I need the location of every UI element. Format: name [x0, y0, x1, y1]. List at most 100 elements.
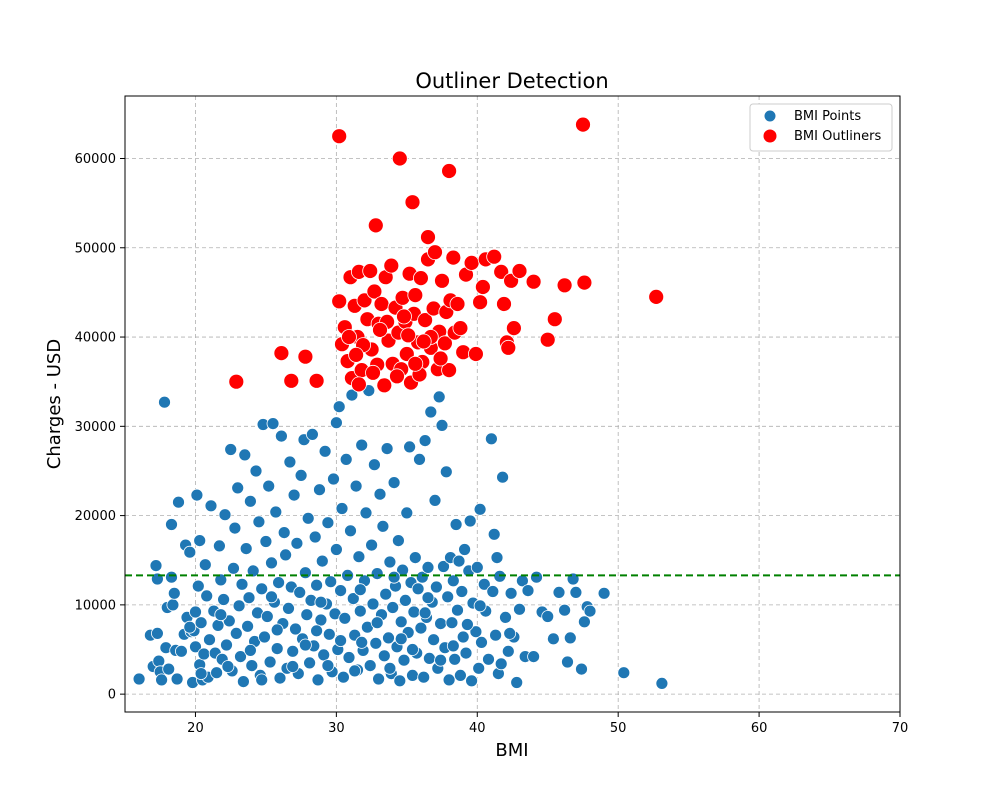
x-axis-ticks: 20 30 40 50 60 70	[187, 712, 908, 736]
bmi-point	[446, 639, 460, 653]
bmi-point	[424, 405, 438, 419]
legend-label-bmi-points: BMI Points	[794, 109, 861, 124]
bmi-point	[194, 667, 208, 680]
bmi-outliner	[331, 293, 348, 310]
bmi-point	[149, 559, 163, 572]
bmi-point	[317, 648, 331, 662]
bmi-point	[191, 579, 205, 593]
bmi-outliner	[500, 339, 517, 356]
bmi-point	[266, 417, 280, 431]
bmi-point	[249, 464, 263, 478]
bmi-point	[541, 610, 555, 623]
bmi-point	[434, 617, 448, 630]
bmi-outliner	[389, 368, 405, 385]
bmi-outliner	[576, 274, 593, 291]
bmi-point	[290, 536, 304, 550]
y-axis-label: Charges - USD	[44, 339, 65, 469]
bmi-outliner	[373, 296, 390, 312]
bmi-point	[324, 575, 338, 589]
bmi-point	[155, 673, 169, 687]
bmi-point	[494, 657, 508, 671]
bmi-point	[298, 566, 312, 580]
x-tick-label: 50	[610, 721, 627, 736]
bmi-outliner	[511, 263, 528, 279]
points-layer	[132, 116, 669, 690]
bmi-outliner	[648, 288, 665, 305]
bmi-point	[527, 650, 540, 663]
bmi-point	[286, 660, 300, 673]
bmi-point	[221, 660, 235, 673]
bmi-point	[321, 659, 335, 672]
bmi-outliner	[348, 346, 365, 363]
bmi-point	[263, 655, 277, 669]
bmi-point	[255, 673, 269, 687]
bmi-point	[472, 661, 486, 675]
bmi-point	[197, 647, 211, 661]
bmi-point	[366, 597, 380, 611]
bmi-point	[348, 664, 362, 678]
bmi-point	[344, 524, 357, 538]
bmi-point	[458, 543, 472, 556]
bmi-point	[232, 599, 246, 613]
bmi-outliner	[407, 355, 424, 372]
bmi-point	[428, 493, 442, 507]
bmi-outliner	[472, 294, 489, 311]
bmi-point	[427, 633, 441, 647]
bmi-point	[301, 511, 315, 525]
bmi-outliner	[436, 335, 453, 352]
bmi-point	[501, 644, 515, 658]
bmi-outliner	[474, 279, 491, 295]
bmi-point	[269, 505, 283, 519]
bmi-point	[391, 534, 405, 547]
bmi-point	[167, 586, 181, 600]
bmi-outliner	[427, 244, 443, 261]
bmi-point	[617, 666, 631, 680]
bmi-point	[229, 627, 243, 640]
bmi-point	[486, 585, 500, 598]
bmi-outliner	[228, 373, 245, 390]
legend-marker-bmi-outliners	[762, 128, 778, 144]
bmi-point	[578, 615, 591, 629]
bmi-outliner	[400, 327, 417, 344]
chart-title: Outliner Detection	[415, 69, 608, 93]
bmi-point	[408, 551, 422, 564]
bmi-point	[293, 586, 307, 599]
bmi-point	[448, 652, 462, 666]
bmi-outliner	[420, 229, 436, 246]
bmi-point	[335, 502, 349, 515]
bmi-point	[445, 616, 459, 630]
bmi-point	[387, 570, 401, 584]
bmi-point	[349, 479, 363, 493]
bmi-point	[314, 595, 328, 609]
bmi-point	[203, 633, 216, 647]
bmi-outliner	[452, 320, 469, 337]
bmi-point	[243, 494, 257, 508]
bmi-point	[597, 586, 611, 600]
plot-area	[125, 96, 900, 712]
bmi-point	[367, 458, 381, 472]
bmi-point	[228, 521, 242, 535]
bmi-point	[245, 659, 259, 672]
bmi-point	[521, 584, 535, 597]
bmi-point	[452, 554, 466, 568]
bmi-point	[239, 542, 253, 555]
bmi-point	[172, 495, 185, 509]
bmi-point	[475, 636, 488, 649]
bmi-point	[383, 555, 397, 569]
bmi-point	[422, 652, 436, 665]
bmi-point	[238, 448, 252, 462]
bmi-outliner	[575, 116, 591, 133]
bmi-outliner	[486, 248, 503, 265]
bmi-point	[282, 602, 295, 615]
bmi-point	[286, 644, 300, 658]
bmi-point	[383, 661, 397, 675]
bmi-point	[477, 577, 491, 591]
bmi-point	[258, 630, 271, 644]
legend-box	[749, 103, 893, 152]
bmi-point	[441, 590, 455, 604]
bmi-point	[241, 619, 255, 633]
bmi-point	[470, 561, 484, 574]
bmi-point	[434, 653, 448, 667]
bmi-point	[411, 582, 425, 596]
plot-frame	[124, 95, 901, 713]
